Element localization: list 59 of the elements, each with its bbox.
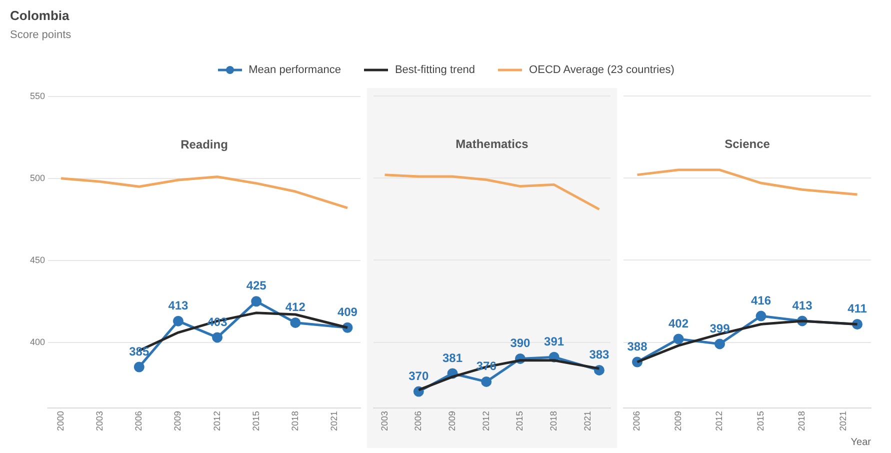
legend-label: Mean performance (248, 64, 341, 76)
annotation: Science (724, 137, 770, 151)
x-tick-label: 2018 (290, 410, 300, 432)
x-axis-title: Year (850, 436, 872, 448)
x-tick-label: 2006 (134, 410, 144, 432)
data-label: 390 (510, 336, 531, 350)
x-tick-label: 2015 (514, 410, 525, 432)
legend-label: Best-fitting trend (394, 64, 476, 76)
annotation: Reading (180, 137, 228, 152)
x-tick-label: 2021 (838, 410, 848, 432)
annotation: Mathematics (456, 137, 529, 151)
x-tick-label: 2015 (250, 410, 261, 432)
x-tick-label: 2012 (714, 410, 724, 432)
y-axis-title: Score points (10, 29, 72, 41)
x-tick-label: 2009 (172, 410, 183, 432)
point (172, 316, 184, 326)
data-label: 399 (710, 321, 730, 336)
x-tick-label: 2006 (632, 410, 642, 432)
legend-label: OECD Average (23 countries) (529, 64, 674, 76)
x-tick-label: 2006 (413, 410, 424, 432)
x-tick-label: 2009 (446, 410, 457, 432)
y-tick-label: 450 (30, 254, 45, 265)
data-label: 416 (750, 293, 772, 308)
x-tick-label: 2018 (548, 410, 559, 432)
x-tick-label: 2021 (328, 410, 339, 432)
data-label: 388 (627, 339, 648, 354)
point (481, 376, 492, 387)
x-tick-label: 2003 (379, 410, 390, 432)
point (290, 317, 301, 328)
point (673, 334, 684, 344)
x-tick-label: 2021 (582, 410, 592, 432)
point (212, 332, 223, 343)
x-tick-label: 2009 (672, 410, 683, 432)
data-label: 413 (168, 298, 189, 312)
y-tick-label: 400 (30, 336, 45, 347)
data-label: 425 (246, 278, 267, 293)
data-label: 385 (129, 344, 150, 358)
point (756, 310, 766, 322)
y-tick-label: 500 (30, 172, 45, 183)
data-label: 391 (544, 334, 564, 348)
x-tick-label: 2015 (755, 410, 766, 432)
point (134, 362, 144, 372)
point (714, 338, 725, 350)
x-tick-label: 2018 (796, 410, 807, 432)
data-label: 381 (442, 350, 463, 365)
data-label: 412 (285, 300, 306, 314)
data-label: 411 (848, 302, 868, 316)
y-tick-label: 550 (30, 90, 45, 101)
x-tick-label: 2012 (480, 410, 491, 432)
chart-title: Colombia (10, 8, 70, 23)
x-tick-label: 2000 (56, 410, 66, 432)
data-label: 402 (668, 316, 689, 330)
data-label: 370 (408, 368, 429, 383)
x-tick-label: 2012 (212, 410, 222, 432)
data-label: 409 (337, 304, 358, 319)
data-label: 383 (589, 348, 610, 362)
x-tick-label: 2003 (94, 410, 105, 432)
point (251, 296, 262, 307)
data-label: 413 (792, 298, 813, 312)
